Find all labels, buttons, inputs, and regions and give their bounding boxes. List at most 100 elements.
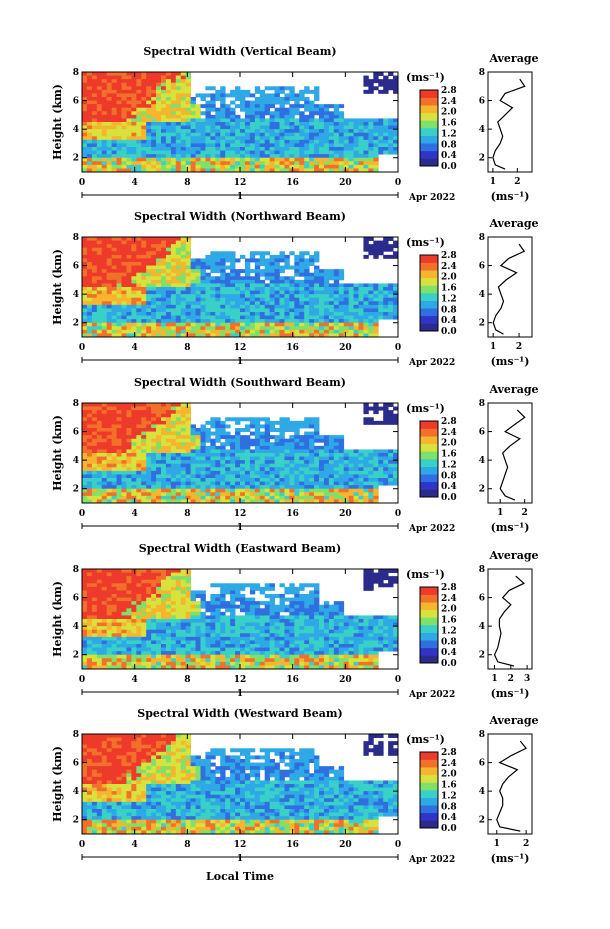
heatmap-cell: [353, 168, 359, 173]
heatmap-cell: [289, 428, 295, 432]
heatmap-cell: [358, 154, 364, 159]
heatmap-cell: [309, 329, 315, 334]
heatmap-cell: [269, 132, 275, 137]
heatmap-cell: [274, 308, 280, 313]
heatmap-cell: [249, 488, 256, 493]
heatmap-cell: [116, 104, 122, 109]
heatmap-cell: [240, 597, 246, 602]
heatmap-cell: [136, 272, 142, 277]
heatmap-cell: [294, 154, 300, 159]
heatmap-cell: [161, 247, 167, 252]
heatmap-cell: [284, 97, 290, 101]
heatmap-cell: [175, 82, 182, 87]
heatmap-cell: [195, 312, 201, 316]
heatmap-cell: [205, 333, 211, 338]
heatmap-cell: [91, 319, 98, 324]
heatmap-cell: [304, 139, 310, 144]
heatmap-cell: [210, 129, 216, 134]
heatmap-cell: [96, 438, 103, 443]
heatmap-cell: [86, 240, 93, 245]
heatmap-cell: [299, 164, 305, 169]
heatmap-cell: [131, 438, 137, 443]
heatmap-cell: [175, 100, 182, 105]
heatmap-cell: [259, 312, 266, 316]
colorbar-swatch: [420, 293, 438, 301]
heatmap-cell: [101, 495, 108, 500]
heatmap-cell: [304, 272, 310, 277]
heatmap-cell: [101, 283, 108, 288]
heatmap-cell: [314, 431, 320, 436]
heatmap-cell: [96, 474, 103, 479]
heatmap-cell: [378, 579, 384, 584]
heatmap-cell: [259, 463, 266, 468]
heatmap-cell: [264, 322, 271, 327]
heatmap-cell: [175, 279, 182, 284]
heatmap-cell: [264, 417, 271, 422]
heatmap-cell: [190, 279, 196, 284]
heatmap-cell: [126, 481, 132, 486]
heatmap-cell: [86, 488, 93, 493]
heatmap-cell: [393, 122, 399, 126]
heatmap-cell: [180, 283, 187, 288]
heatmap-cell: [314, 122, 320, 126]
heatmap-cell: [373, 79, 379, 84]
heatmap-cell: [101, 279, 108, 284]
heatmap-cell: [393, 143, 399, 148]
heatmap-cell: [304, 333, 310, 338]
x-tick-label: 12: [234, 343, 247, 353]
heatmap-cell: [259, 290, 266, 295]
heatmap-cell: [131, 403, 137, 407]
heatmap-cell: [111, 481, 117, 486]
heatmap-cell: [314, 481, 320, 486]
heatmap-cell: [269, 122, 275, 126]
heatmap-cell: [165, 453, 172, 457]
heatmap-cell: [269, 276, 275, 281]
heatmap-cell: [254, 118, 261, 123]
heatmap-cell: [121, 485, 127, 490]
heatmap-cell: [284, 304, 290, 309]
heatmap-cell: [215, 150, 221, 155]
heatmap-cell: [82, 258, 88, 263]
heatmap-cell: [91, 445, 98, 450]
heatmap-cell: [333, 467, 340, 472]
heatmap-cell: [235, 488, 241, 493]
heatmap-cell: [116, 262, 122, 266]
heatmap-cell: [314, 283, 320, 288]
heatmap-cell: [304, 445, 310, 450]
heatmap-cell: [121, 297, 127, 302]
heatmap-cell: [131, 445, 137, 450]
heatmap-cell: [304, 265, 310, 270]
heatmap-cell: [284, 161, 290, 166]
heatmap-cell: [116, 254, 122, 259]
heatmap-cell: [156, 438, 162, 443]
heatmap-cell: [175, 72, 182, 76]
heatmap-cell: [230, 100, 236, 105]
heatmap-cell: [294, 594, 300, 598]
heatmap-cell: [96, 467, 103, 472]
heatmap-cell: [141, 470, 147, 475]
heatmap-cell: [274, 481, 280, 486]
colorbar-swatch: [420, 323, 438, 332]
heatmap-cell: [368, 237, 374, 241]
heatmap-cell: [170, 240, 177, 245]
heatmap-cell: [230, 449, 236, 454]
heatmap-cell: [230, 147, 236, 151]
heatmap-cell: [348, 467, 354, 472]
heatmap-cell: [289, 478, 295, 482]
profile-x-tick-label: 1: [490, 177, 496, 187]
heatmap-cell: [111, 265, 117, 270]
heatmap-cell: [299, 111, 305, 116]
heatmap-cell: [180, 492, 187, 497]
heatmap-cell: [338, 150, 345, 155]
heatmap-cell: [82, 122, 88, 126]
heatmap-cell: [279, 104, 285, 109]
heatmap-cell: [82, 467, 88, 472]
heatmap-cell: [86, 89, 93, 94]
heatmap-cell: [343, 460, 350, 465]
heatmap-cell: [378, 576, 384, 581]
heatmap-cell: [151, 453, 157, 457]
heatmap-cell: [363, 244, 369, 249]
heatmap-cell: [131, 594, 137, 598]
heatmap-cell: [294, 312, 300, 316]
heatmap-cell: [205, 276, 211, 281]
